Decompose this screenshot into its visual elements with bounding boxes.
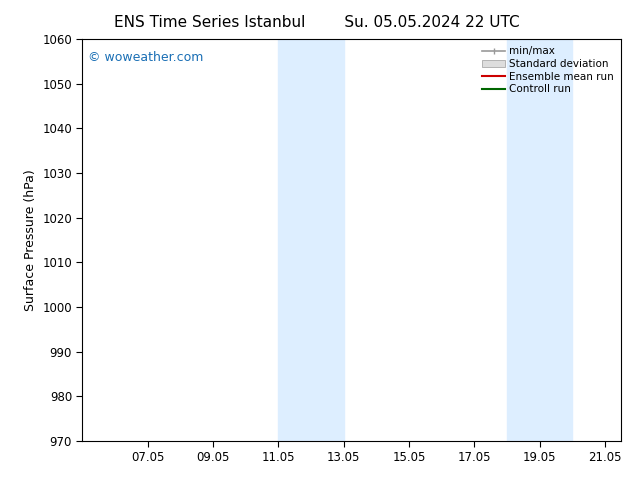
- Y-axis label: Surface Pressure (hPa): Surface Pressure (hPa): [23, 169, 37, 311]
- Text: ENS Time Series Istanbul        Su. 05.05.2024 22 UTC: ENS Time Series Istanbul Su. 05.05.2024 …: [114, 15, 520, 30]
- Legend: min/max, Standard deviation, Ensemble mean run, Controll run: min/max, Standard deviation, Ensemble me…: [480, 45, 616, 97]
- Bar: [507, 39, 573, 441]
- Bar: [278, 39, 344, 441]
- Text: © woweather.com: © woweather.com: [87, 51, 203, 64]
